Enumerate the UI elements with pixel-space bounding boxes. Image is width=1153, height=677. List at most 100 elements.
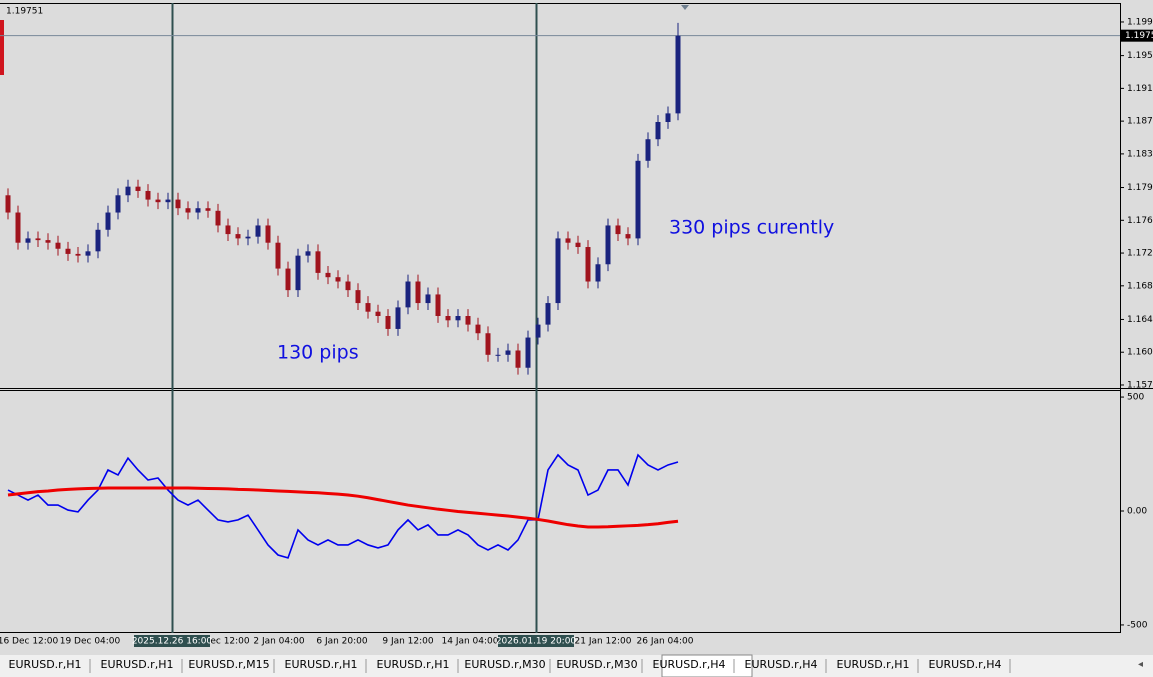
candle-body — [575, 242, 581, 248]
candle-body — [255, 225, 261, 237]
bid-price: 1.19751 — [6, 7, 43, 17]
candle-body — [295, 255, 301, 291]
candle-body — [185, 208, 191, 213]
candle-body — [645, 139, 651, 161]
y-tick-label: 1.157 — [1127, 380, 1153, 390]
candle-body — [455, 316, 461, 321]
candle-body — [215, 210, 221, 226]
tab-active — [661, 654, 753, 677]
annotation: 130 pips — [277, 342, 359, 364]
x-tick-label: 19 Dec 04:00 — [60, 637, 121, 647]
tab[interactable]: EURUSD.r,H1 — [285, 658, 358, 671]
price-tag — [1121, 29, 1153, 42]
tab[interactable]: EURUSD.r,H1 — [101, 658, 174, 671]
candle-body — [615, 225, 621, 235]
candle-body — [145, 190, 151, 200]
y-tick-label: 500 — [1127, 393, 1144, 403]
candle-body — [665, 113, 671, 122]
candle-body — [405, 281, 411, 308]
candle-body — [495, 354, 501, 356]
candle-body — [365, 303, 371, 312]
candle-body — [165, 199, 171, 203]
x-tick-label: 6 Jan 20:00 — [316, 637, 368, 647]
x-tick-label: ec 12:00 — [210, 637, 250, 647]
candle-body — [15, 212, 21, 243]
candle-body — [325, 272, 331, 278]
candle-body — [435, 294, 441, 317]
y-tick-label: 1.1646 — [1127, 315, 1153, 325]
candle-body — [155, 199, 161, 203]
tab-scroll[interactable]: ◂ — [1138, 659, 1143, 670]
candle-body — [565, 238, 571, 243]
candle-body — [85, 251, 91, 256]
candle-body — [235, 234, 241, 239]
candle-body — [585, 247, 591, 282]
candle-body — [175, 199, 181, 209]
price-tag-label: 1.1975 — [1125, 31, 1153, 41]
indicator-line — [7, 453, 679, 559]
y-tick-label: 1.1952 — [1127, 51, 1153, 61]
candle-body — [305, 251, 311, 256]
candle-body — [465, 316, 471, 325]
candle-body — [655, 121, 661, 140]
tab[interactable]: EURUSD.r,H1 — [9, 658, 82, 671]
x-tick-label: 2026.01.19 20:00 — [496, 637, 577, 647]
candle-body — [625, 234, 631, 239]
candle-body — [545, 303, 551, 325]
tab[interactable]: EURUSD.r,H1 — [837, 658, 910, 671]
candle-body — [525, 337, 531, 368]
tab[interactable]: EURUSD.r,M30 — [464, 658, 545, 671]
candle-body — [125, 186, 131, 196]
candle-body — [225, 225, 231, 235]
x-tick-label: 14 Jan 04:00 — [442, 637, 499, 647]
candle-body — [485, 333, 491, 355]
x-tick-label: 9 Jan 12:00 — [382, 637, 434, 647]
y-tick-label: 0.00 — [1127, 507, 1147, 517]
tab-bar — [0, 655, 1153, 677]
tab[interactable]: EURUSD.r,M15 — [188, 658, 269, 671]
x-marker-bg — [134, 635, 210, 647]
trade-panel[interactable] — [0, 20, 4, 75]
tab[interactable]: EURUSD.r,H1 — [377, 658, 450, 671]
y-tick-label: 1.1608 — [1127, 348, 1153, 358]
candle-body — [515, 350, 521, 368]
candle-body — [55, 242, 61, 249]
candle-body — [385, 316, 391, 329]
tab[interactable]: EURUSD.r,M30 — [556, 658, 637, 671]
candle-body — [425, 294, 431, 304]
candle-body — [395, 307, 401, 329]
tab[interactable]: EURUSD.r,H4 — [745, 658, 818, 671]
candle-body — [345, 281, 351, 291]
y-tick-label: 1.1876 — [1127, 117, 1153, 127]
y-tick-label: 1.1799 — [1127, 183, 1153, 193]
tab[interactable]: EURUSD.r,H4 — [929, 658, 1002, 671]
x-marker-bg — [498, 635, 574, 647]
y-tick-label: -500 — [1127, 620, 1148, 630]
candle-body — [285, 268, 291, 291]
candle-body — [245, 236, 251, 239]
candle-body — [375, 311, 381, 317]
y-tick-label: 1.1914 — [1127, 84, 1153, 94]
candle-body — [335, 277, 341, 282]
candle-body — [555, 238, 561, 304]
candle-body — [635, 160, 641, 239]
candle-body — [95, 229, 101, 252]
x-tick-label: 16 Dec 12:00 — [0, 637, 59, 647]
candle-body — [205, 208, 211, 211]
chart-shift-marker — [681, 5, 689, 10]
y-tick-label: 1.1723 — [1127, 249, 1153, 259]
candle-body — [535, 324, 541, 338]
candle-body — [75, 253, 81, 256]
candle-body — [265, 225, 271, 243]
candle-body — [105, 212, 111, 230]
candle-body — [275, 242, 281, 269]
tab[interactable]: EURUSD.r,H4 — [653, 658, 726, 671]
candle-body — [505, 350, 511, 355]
chart-background — [0, 0, 1153, 655]
candle-body — [195, 208, 201, 213]
x-tick-label: 2025.12.26 16:00 — [132, 637, 213, 647]
